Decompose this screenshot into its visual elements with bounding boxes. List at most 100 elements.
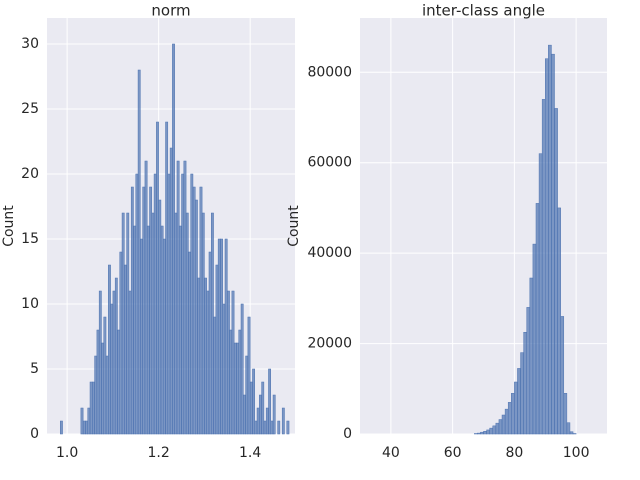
- bar: [249, 381, 253, 435]
- chart-title: norm: [151, 2, 190, 20]
- bar: [252, 368, 255, 435]
- bar: [492, 425, 497, 435]
- bar: [231, 290, 235, 435]
- y-tick-label: 20: [21, 166, 39, 182]
- bar: [110, 303, 114, 435]
- bar: [520, 352, 524, 435]
- x-tick-label: 1.2: [148, 445, 170, 461]
- bar: [126, 212, 130, 435]
- bar: [146, 225, 150, 435]
- bar: [245, 355, 249, 435]
- bar: [229, 329, 233, 435]
- bar: [121, 212, 125, 435]
- bar: [165, 121, 169, 435]
- y-tick-label: 60000: [307, 155, 352, 171]
- bar: [142, 186, 146, 435]
- bar: [149, 186, 153, 435]
- bar: [541, 99, 546, 435]
- bar: [137, 69, 141, 435]
- bar: [80, 407, 84, 435]
- bar: [535, 203, 540, 435]
- bar: [483, 431, 487, 435]
- bar: [236, 342, 239, 435]
- bar: [140, 238, 143, 435]
- bar: [548, 44, 552, 435]
- bar: [263, 420, 267, 435]
- bar: [176, 160, 180, 435]
- bar: [92, 381, 95, 435]
- bar: [514, 381, 518, 435]
- y-tick-label: 0: [30, 426, 39, 442]
- bar: [183, 160, 187, 435]
- bar: [569, 431, 574, 435]
- bar: [199, 186, 203, 435]
- x-tick-label: 60: [444, 445, 462, 461]
- bar: [477, 432, 481, 435]
- bar: [114, 277, 118, 435]
- x-tick-label: 1.4: [239, 445, 261, 461]
- bar: [220, 238, 223, 435]
- bar: [185, 212, 189, 435]
- bar: [261, 381, 265, 435]
- bar: [254, 420, 258, 435]
- bar: [135, 173, 139, 435]
- bar: [554, 108, 558, 435]
- bar: [181, 173, 185, 435]
- bar: [151, 212, 155, 435]
- bar: [238, 329, 242, 435]
- bar: [105, 355, 109, 435]
- bar: [277, 420, 281, 435]
- bar: [270, 420, 274, 435]
- y-tick-label: 80000: [307, 64, 352, 80]
- bar: [495, 422, 500, 435]
- bar: [103, 316, 107, 435]
- bar: [566, 422, 571, 435]
- bar: [501, 414, 506, 435]
- bar: [247, 316, 251, 435]
- bar: [551, 53, 555, 435]
- bar: [208, 251, 212, 435]
- bar: [128, 290, 132, 435]
- bar: [195, 199, 198, 435]
- y-tick-label: 0: [343, 426, 352, 442]
- bar: [101, 342, 104, 435]
- bar: [96, 329, 100, 435]
- bar: [217, 238, 221, 435]
- y-axis-label: Count: [286, 205, 302, 247]
- bar: [112, 290, 116, 435]
- bar: [489, 427, 494, 435]
- bar: [153, 173, 157, 435]
- bar: [124, 264, 127, 435]
- bar: [227, 290, 230, 435]
- y-tick-label: 25: [21, 101, 39, 117]
- bar: [259, 394, 262, 435]
- x-tick-label: 100: [563, 445, 590, 461]
- bar: [529, 277, 534, 435]
- bar: [188, 251, 191, 435]
- bar: [215, 264, 219, 435]
- bar: [511, 393, 515, 435]
- bar: [486, 429, 490, 435]
- bar: [172, 43, 175, 435]
- bar: [85, 420, 88, 435]
- bar: [144, 160, 148, 435]
- y-tick-label: 20000: [307, 336, 352, 352]
- bar: [174, 212, 178, 435]
- bar: [272, 394, 276, 435]
- bar: [94, 355, 98, 435]
- bar: [526, 307, 531, 435]
- bar: [190, 173, 194, 435]
- bar: [480, 431, 484, 435]
- bar: [60, 420, 63, 435]
- bar: [117, 329, 121, 435]
- bar: [532, 243, 537, 435]
- x-tick-label: 1.0: [56, 445, 78, 461]
- bar: [222, 303, 226, 435]
- bar: [204, 277, 207, 435]
- bar: [158, 199, 162, 435]
- y-tick-label: 40000: [307, 245, 352, 261]
- bar: [281, 407, 285, 435]
- bar: [557, 207, 561, 435]
- bar: [167, 173, 171, 435]
